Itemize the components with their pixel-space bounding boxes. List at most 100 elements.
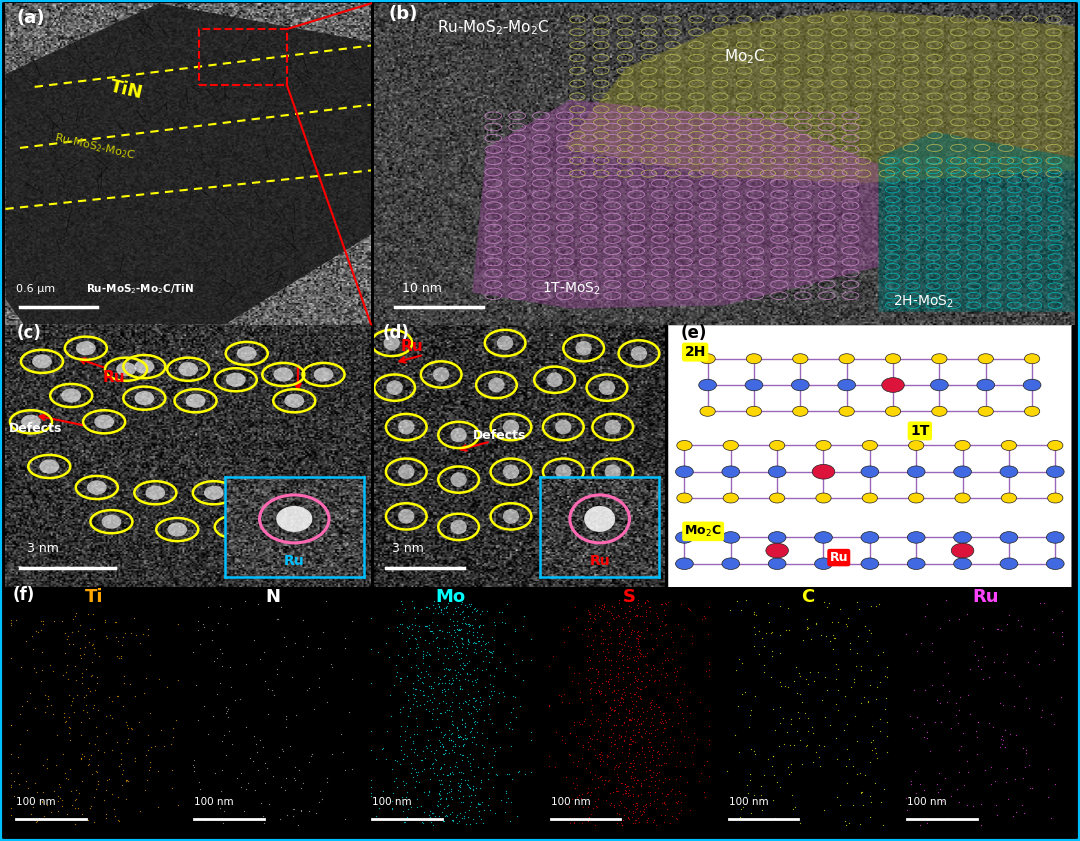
Point bbox=[9, 767, 26, 780]
Point bbox=[903, 775, 920, 788]
Point bbox=[697, 664, 714, 678]
Point bbox=[638, 704, 656, 717]
Point bbox=[460, 617, 477, 631]
Point bbox=[458, 696, 475, 709]
Point bbox=[798, 612, 815, 626]
Point bbox=[643, 740, 660, 754]
Point bbox=[118, 774, 135, 787]
Point bbox=[657, 771, 674, 785]
Point bbox=[429, 606, 446, 620]
Point bbox=[597, 793, 615, 807]
Point bbox=[453, 730, 470, 743]
Point bbox=[997, 665, 1014, 679]
Point bbox=[739, 778, 756, 791]
Point bbox=[567, 771, 584, 785]
Point bbox=[856, 620, 874, 633]
Circle shape bbox=[861, 466, 879, 478]
Point bbox=[627, 796, 645, 810]
Point bbox=[98, 710, 116, 723]
Point bbox=[606, 801, 623, 814]
Point bbox=[89, 730, 106, 743]
Point bbox=[459, 609, 476, 622]
Point bbox=[851, 817, 868, 830]
Point bbox=[636, 755, 653, 769]
Circle shape bbox=[907, 532, 926, 543]
Point bbox=[411, 683, 429, 696]
Point bbox=[753, 792, 770, 806]
Point bbox=[465, 664, 483, 677]
Point bbox=[492, 793, 510, 807]
Point bbox=[596, 667, 613, 680]
Point bbox=[700, 627, 717, 641]
Circle shape bbox=[907, 558, 926, 569]
Point bbox=[841, 636, 859, 649]
Point bbox=[564, 755, 581, 769]
Point bbox=[643, 726, 660, 739]
Point bbox=[449, 644, 467, 658]
Point bbox=[275, 630, 293, 643]
Point bbox=[332, 727, 349, 740]
Point bbox=[1005, 668, 1023, 681]
Point bbox=[635, 800, 652, 813]
Point bbox=[407, 743, 424, 756]
Point bbox=[654, 661, 672, 674]
Point bbox=[771, 646, 788, 659]
Point bbox=[431, 788, 448, 801]
Point bbox=[606, 703, 623, 717]
Point bbox=[581, 732, 598, 745]
Point bbox=[771, 628, 788, 642]
Point bbox=[1005, 700, 1023, 713]
Point bbox=[643, 770, 660, 784]
Point bbox=[472, 696, 489, 709]
Point bbox=[606, 751, 623, 764]
Point bbox=[620, 712, 637, 726]
Point bbox=[281, 740, 298, 754]
Point bbox=[409, 812, 427, 826]
Point bbox=[459, 633, 476, 647]
Point bbox=[838, 617, 855, 631]
Point bbox=[407, 632, 424, 646]
Text: (a): (a) bbox=[16, 8, 45, 27]
Point bbox=[745, 640, 762, 653]
Point bbox=[960, 688, 977, 701]
Point bbox=[561, 801, 578, 814]
Point bbox=[362, 676, 379, 690]
Point bbox=[600, 774, 618, 787]
Point bbox=[402, 642, 419, 655]
Point bbox=[392, 595, 409, 608]
Circle shape bbox=[908, 493, 923, 503]
Point bbox=[441, 779, 458, 792]
Point bbox=[652, 716, 670, 729]
Point bbox=[2, 651, 19, 664]
Point bbox=[374, 742, 391, 755]
Point bbox=[635, 632, 652, 645]
Point bbox=[829, 615, 847, 628]
Point bbox=[86, 683, 104, 696]
Point bbox=[632, 674, 649, 688]
Point bbox=[651, 759, 669, 772]
Point bbox=[143, 740, 160, 754]
Point bbox=[81, 801, 98, 815]
Point bbox=[185, 645, 202, 659]
Point bbox=[89, 777, 106, 791]
Point bbox=[994, 655, 1011, 669]
Point bbox=[431, 777, 448, 791]
Point bbox=[588, 686, 605, 700]
Point bbox=[162, 737, 179, 750]
Point bbox=[394, 804, 411, 817]
Point bbox=[618, 801, 635, 815]
Point bbox=[33, 663, 51, 676]
Point bbox=[409, 640, 427, 653]
Point bbox=[594, 636, 611, 649]
Point bbox=[602, 701, 619, 715]
Point bbox=[278, 771, 295, 785]
Text: 100 nm: 100 nm bbox=[729, 797, 769, 807]
Point bbox=[449, 727, 467, 741]
Point bbox=[612, 625, 630, 638]
Point bbox=[974, 621, 991, 634]
Point bbox=[561, 624, 578, 637]
Point bbox=[448, 721, 465, 734]
Point bbox=[454, 717, 471, 731]
Point bbox=[432, 602, 449, 616]
Point bbox=[402, 766, 419, 780]
